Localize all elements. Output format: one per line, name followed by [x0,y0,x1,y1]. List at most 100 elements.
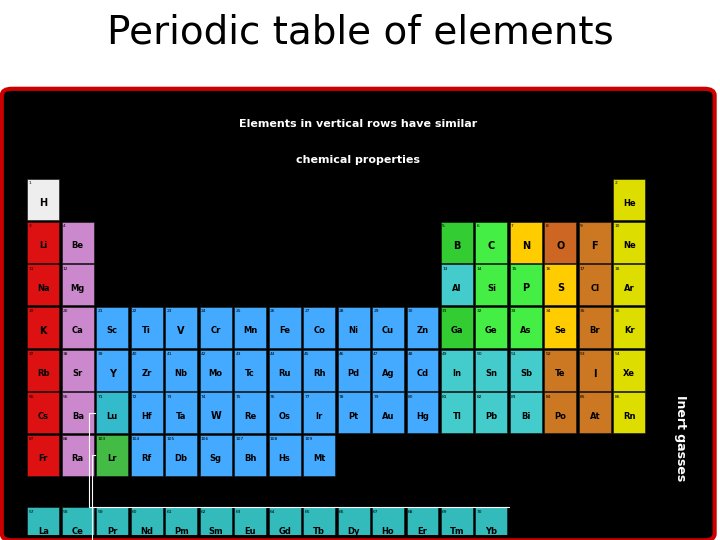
Text: 58: 58 [63,510,68,514]
Text: 54: 54 [614,352,620,356]
Text: 86: 86 [614,395,620,399]
Text: Mg: Mg [71,284,85,293]
Text: Na: Na [37,284,50,293]
Bar [165,435,197,476]
Text: Hf: Hf [141,412,152,421]
Text: Nd: Nd [140,527,153,536]
Bar [131,307,163,348]
Text: B: B [454,241,461,251]
Text: 33: 33 [511,309,516,313]
Text: Db: Db [175,454,188,463]
Text: Hg: Hg [416,412,429,421]
Bar [269,508,300,540]
Text: 55: 55 [29,395,35,399]
Text: In: In [452,369,462,378]
Bar [27,179,59,220]
Bar [165,508,197,540]
Bar [131,393,163,434]
Text: 17: 17 [580,267,585,271]
Text: 109: 109 [305,437,312,441]
Bar [303,307,335,348]
Bar [613,307,645,348]
Text: Os: Os [279,412,291,421]
Text: Cd: Cd [416,369,428,378]
Text: Ra: Ra [72,454,84,463]
Bar [544,393,576,434]
Text: 53: 53 [580,352,585,356]
Bar [165,350,197,391]
Text: 35: 35 [580,309,585,313]
Text: 3: 3 [29,224,31,228]
Text: 36: 36 [614,309,620,313]
Text: 44: 44 [270,352,275,356]
Text: Pr: Pr [107,527,117,536]
Text: 79: 79 [373,395,379,399]
Bar [27,307,59,348]
Text: Ir: Ir [315,412,323,421]
FancyBboxPatch shape [1,89,715,540]
Text: 84: 84 [546,395,551,399]
Bar [199,350,232,391]
Bar [269,435,300,476]
Bar [131,350,163,391]
Text: V: V [177,326,185,336]
Bar [96,350,128,391]
Text: Pm: Pm [174,527,189,536]
Text: 23: 23 [166,309,172,313]
Bar [131,508,163,540]
Bar [372,350,404,391]
Text: Ce: Ce [72,527,84,536]
Text: Rn: Rn [623,412,636,421]
Text: Pt: Pt [348,412,359,421]
Text: Mn: Mn [243,327,257,335]
Text: 38: 38 [63,352,68,356]
Text: 83: 83 [511,395,516,399]
Bar [27,350,59,391]
Text: Nb: Nb [175,369,188,378]
Text: O: O [557,241,564,251]
Bar [199,307,232,348]
Text: W: W [210,411,221,421]
Text: Ag: Ag [382,369,395,378]
Text: 57: 57 [29,510,34,514]
Text: 75: 75 [235,395,241,399]
Bar [62,307,94,348]
Bar [407,393,438,434]
Text: Al: Al [452,284,462,293]
Text: Rf: Rf [142,454,152,463]
Text: 45: 45 [305,352,310,356]
Bar [199,393,232,434]
Text: Y: Y [109,369,116,379]
Text: 9: 9 [580,224,582,228]
Bar [475,307,508,348]
Text: 80: 80 [408,395,413,399]
Text: 22: 22 [132,309,138,313]
Text: 73: 73 [166,395,172,399]
Text: 10: 10 [614,224,620,228]
Text: 72: 72 [132,395,138,399]
Bar [338,350,369,391]
Bar [303,435,335,476]
Text: Rh: Rh [312,369,325,378]
Text: 43: 43 [235,352,240,356]
Text: P: P [522,284,529,293]
Text: Ba: Ba [72,412,84,421]
Bar [234,435,266,476]
Text: Ne: Ne [623,241,636,250]
Text: 105: 105 [166,437,175,441]
Text: Eu: Eu [244,527,256,536]
Text: 62: 62 [201,510,207,514]
Bar [441,307,473,348]
Text: Fr: Fr [39,454,48,463]
Text: Te: Te [555,369,566,378]
Bar [475,508,508,540]
Bar [234,508,266,540]
Bar [62,222,94,263]
Text: Ni: Ni [348,327,359,335]
Text: La: La [38,527,49,536]
Bar [579,265,611,306]
Bar [544,307,576,348]
Text: 27: 27 [305,309,310,313]
Text: Inert gasses: Inert gasses [674,395,687,481]
Bar [544,350,576,391]
